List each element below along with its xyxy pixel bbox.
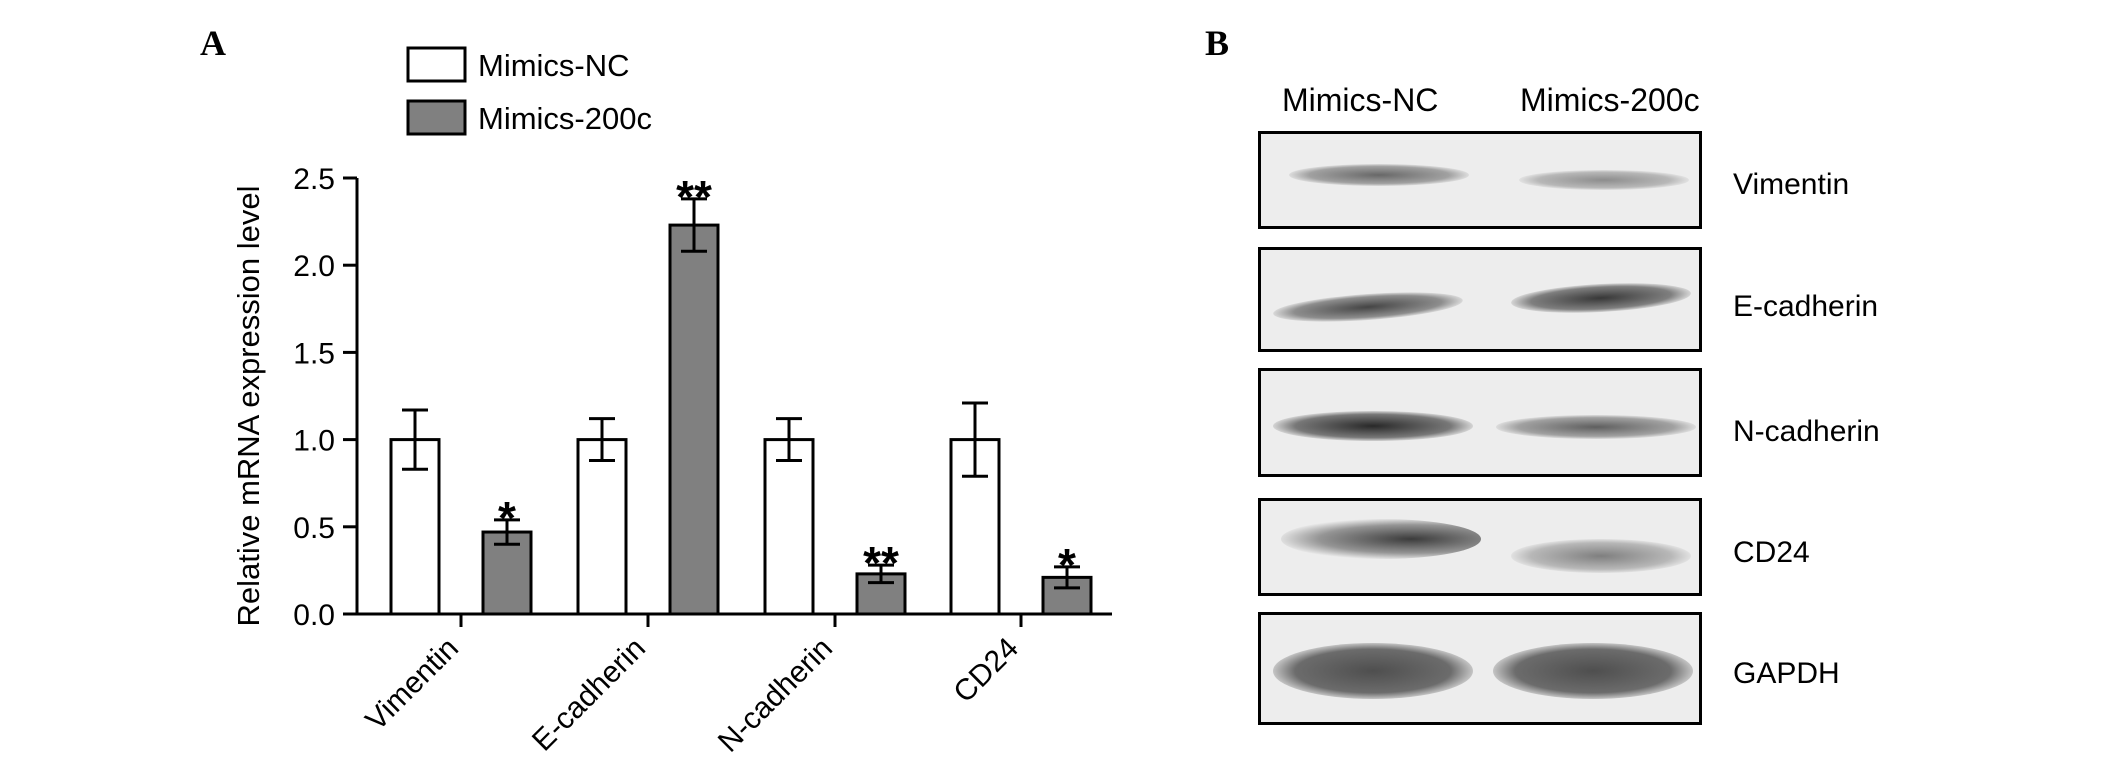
x-tick-label: CD24	[947, 632, 1025, 710]
band-vimentin-nc	[1289, 164, 1469, 186]
band-cd24-nc	[1281, 519, 1481, 559]
band-label-cd24: CD24	[1733, 536, 1810, 569]
legend-swatch	[406, 46, 467, 83]
legend-label: Mimics-200c	[478, 101, 652, 136]
y-tick-label: 2.0	[293, 250, 335, 283]
y-tick-label: 0.0	[293, 599, 335, 632]
blot-n-cadherin	[1258, 368, 1702, 477]
blot-vimentin	[1258, 131, 1702, 229]
panel-a-letter: A	[200, 23, 226, 63]
x-tick-label: Vimentin	[359, 632, 464, 737]
legend-swatch	[406, 99, 467, 136]
significance-marker: **	[863, 537, 899, 589]
band-gapdh-nc	[1273, 643, 1473, 699]
band-gapdh-200c	[1493, 643, 1693, 699]
blot-e-cadherin	[1258, 247, 1702, 352]
band-n-cadherin-200c	[1496, 415, 1696, 439]
significance-marker: **	[676, 171, 712, 223]
lane-label-nc: Mimics-NC	[1282, 82, 1439, 118]
bar-mimics-nc-e-cadherin	[576, 438, 628, 616]
blot-gapdh	[1258, 612, 1702, 725]
y-axis-label: Relative mRNA expression level	[231, 185, 266, 626]
blot-cd24	[1258, 498, 1702, 596]
band-label-e-cadherin: E-cadherin	[1733, 290, 1879, 323]
band-label-n-cadherin: N-cadherin	[1733, 415, 1880, 448]
y-tick-label: 2.5	[293, 163, 335, 196]
significance-marker: *	[1058, 539, 1076, 591]
y-tick-label: 1.0	[293, 425, 335, 458]
bar-mimics-nc-n-cadherin	[763, 438, 815, 616]
x-tick-label: N-cadherin	[712, 632, 839, 759]
band-cd24-200c	[1511, 539, 1691, 573]
bar-chart: 0.0 0.5 1.0 1.5 2.0 2.5 Relative mRNA expressi…	[231, 46, 1112, 759]
lane-label-200c: Mimics-200c	[1520, 82, 1700, 118]
band-e-cadherin-nc	[1272, 287, 1464, 327]
bar-mimics-200c-e-cadherin	[668, 223, 720, 616]
band-n-cadherin-nc	[1273, 411, 1473, 441]
significance-marker: *	[498, 492, 516, 544]
y-tick-label: 0.5	[293, 512, 335, 545]
legend-label: Mimics-NC	[478, 48, 630, 83]
x-tick-label: E-cadherin	[526, 632, 652, 758]
band-label-vimentin: Vimentin	[1733, 168, 1850, 201]
panel-b-letter: B	[1205, 23, 1230, 63]
band-e-cadherin-200c	[1510, 279, 1692, 317]
band-label-gapdh: GAPDH	[1733, 657, 1840, 690]
y-tick-label: 1.5	[293, 337, 335, 370]
band-vimentin-200c	[1519, 170, 1689, 190]
